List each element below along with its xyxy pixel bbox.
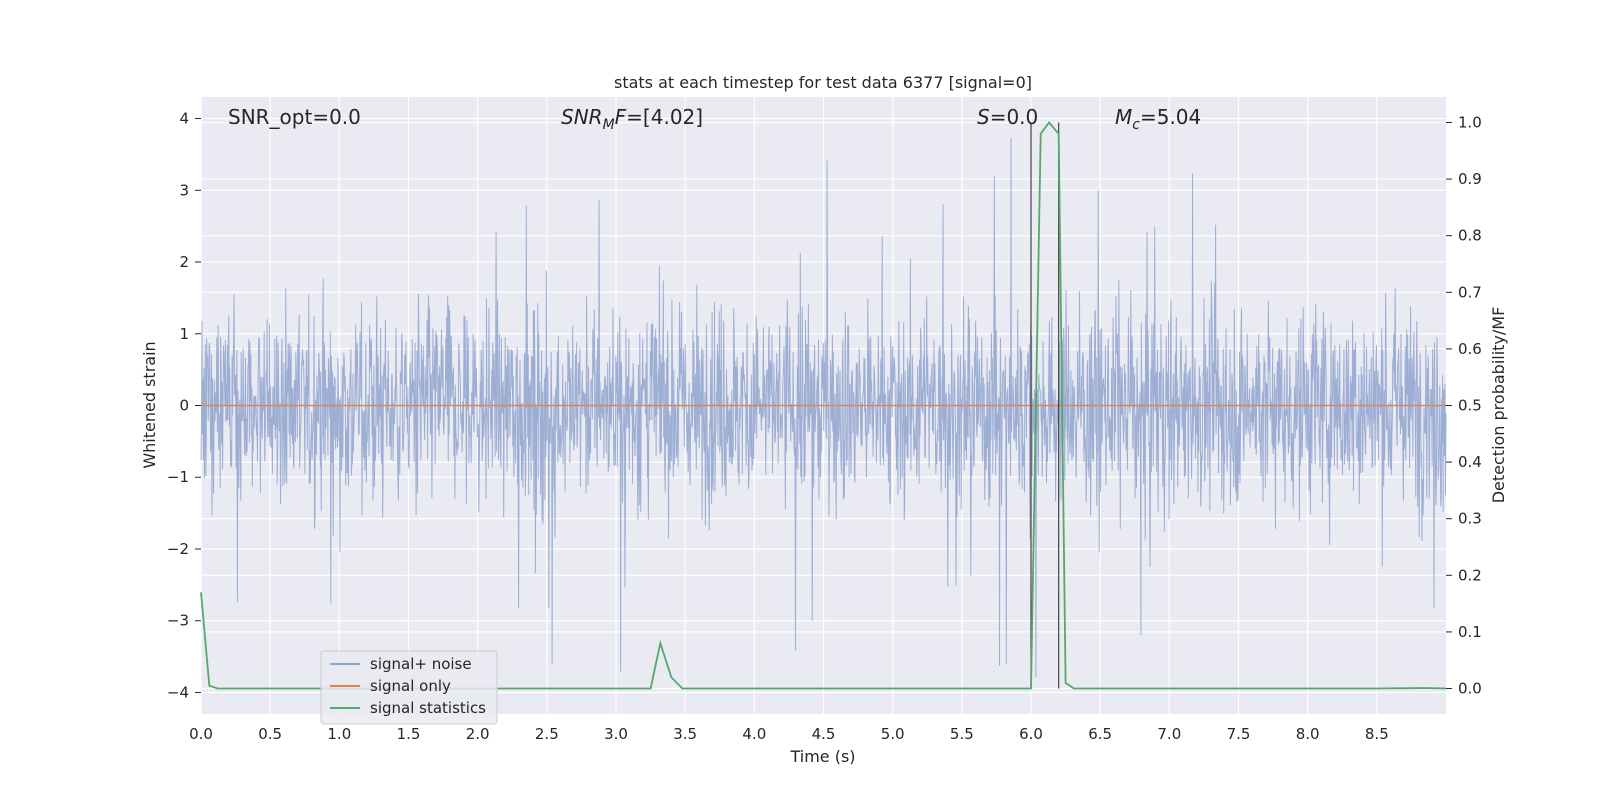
y-tick-label-left: 2 <box>179 253 189 271</box>
y-tick-label-right: 0.5 <box>1458 397 1482 415</box>
x-tick-label: 5.0 <box>881 725 905 743</box>
y-tick-label-left: −1 <box>167 468 189 486</box>
signal-noise-line <box>200 137 1447 678</box>
x-tick-label: 6.0 <box>1019 725 1043 743</box>
y-tick-label-right: 0.6 <box>1458 340 1482 358</box>
y-tick-label-right: 0.2 <box>1458 566 1482 584</box>
chart-title: stats at each timestep for test data 637… <box>614 73 1032 92</box>
x-axis-label: Time (s) <box>789 747 855 766</box>
y-tick-label-left: −2 <box>167 540 189 558</box>
ticks: 0.0 0.5 1.0 1.5 2.0 2.5 3.0 3.5 4.0 4.5 5.0 5.5 6.0 6… <box>167 110 1482 743</box>
y-tick-label-left: −3 <box>167 612 189 630</box>
y-tick-label-right: 0.3 <box>1458 510 1482 528</box>
signal-noise-series <box>200 137 1447 678</box>
x-tick-label: 3.0 <box>604 725 628 743</box>
y-tick-label-right: 0.4 <box>1458 453 1482 471</box>
legend: signal+ noise signal only signal statist… <box>320 650 498 725</box>
x-tick-label: 7.5 <box>1227 725 1251 743</box>
y-tick-label-right: 1.0 <box>1458 113 1482 131</box>
legend-box <box>320 650 498 725</box>
x-tick-label: 6.5 <box>1088 725 1112 743</box>
annotation-mc: Mc=5.04 <box>1115 105 1201 133</box>
x-tick-label: 3.5 <box>673 725 697 743</box>
x-tick-label: 0.0 <box>189 725 213 743</box>
annotation-snr-opt: SNR_opt=0.0 <box>228 105 361 129</box>
x-tick-label: 8.0 <box>1296 725 1320 743</box>
x-tick-label: 7.0 <box>1157 725 1181 743</box>
y-tick-label-left: 1 <box>179 325 189 343</box>
x-tick-label: 0.5 <box>258 725 282 743</box>
legend-label-signal-noise: signal+ noise <box>370 655 472 673</box>
y-tick-label-right: 0.1 <box>1458 623 1482 641</box>
y-tick-label-right: 0.8 <box>1458 227 1482 245</box>
annotation-snr-mf: SNRMF=[4.02] <box>561 105 703 133</box>
annotation-s: S=0.0 <box>977 105 1038 129</box>
y-tick-label-left: 0 <box>179 397 189 415</box>
y-tick-label-left: 3 <box>179 181 189 199</box>
y-axis-label-right: Detection probability/MF <box>1489 307 1508 504</box>
x-tick-label: 4.0 <box>742 725 766 743</box>
y-tick-label-right: 0.0 <box>1458 680 1482 698</box>
x-tick-label: 5.5 <box>950 725 974 743</box>
legend-label-signal-only: signal only <box>370 677 451 695</box>
y-tick-label-right: 0.7 <box>1458 283 1482 301</box>
x-tick-label: 2.0 <box>466 725 490 743</box>
x-tick-label: 2.5 <box>535 725 559 743</box>
x-tick-label: 1.5 <box>397 725 421 743</box>
x-tick-label: 4.5 <box>812 725 836 743</box>
y-tick-label-right: 0.9 <box>1458 170 1482 188</box>
x-tick-label: 1.0 <box>327 725 351 743</box>
legend-label-signal-statistics: signal statistics <box>370 699 486 717</box>
y-axis-label-left: Whitened strain <box>140 341 159 468</box>
x-tick-label: 8.5 <box>1365 725 1389 743</box>
y-tick-label-left: 4 <box>179 110 189 128</box>
y-tick-label-left: −4 <box>167 683 189 701</box>
